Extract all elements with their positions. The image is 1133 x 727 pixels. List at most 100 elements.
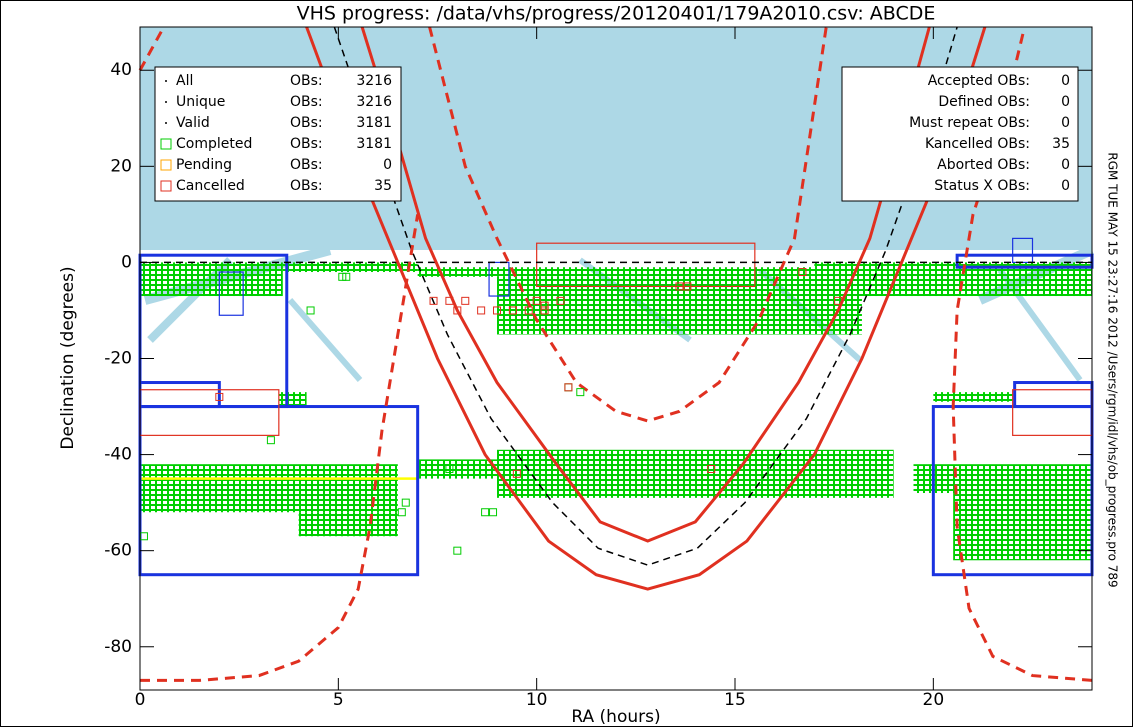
ob-marker [675,282,684,291]
legend-unit: OBs: [290,157,323,173]
status-count: 0 [1061,115,1070,131]
curve [138,26,166,71]
ob-marker [481,508,490,517]
curve [333,26,958,566]
field-box [417,267,835,277]
status-count: 0 [1061,157,1070,173]
status-box [841,66,1079,202]
y-tick-label: 0 [121,252,132,272]
legend-label: Cancelled [176,178,245,194]
status-label: Defined OBs: [938,94,1030,110]
legend-unit: OBs: [290,136,323,152]
status-label: Aborted OBs: [937,157,1030,173]
legend-label: Pending [176,157,232,173]
legend-box [154,66,402,202]
field-box [953,493,1092,561]
status-count: 0 [1061,73,1070,89]
side-note: RGM TUE MAY 15 23:27:16 2012 /Users/rgm/… [1106,152,1120,587]
x-tick-label: 5 [333,690,344,710]
field-box [140,464,398,513]
x-tick-label: 15 [724,690,746,710]
legend-symbol [160,159,172,171]
curve [140,214,420,682]
x-tick-label: 0 [135,690,146,710]
ob-marker [445,465,454,473]
field-box [913,464,1092,494]
ob-marker [834,296,843,305]
ob-marker [512,469,521,478]
ob-marker [798,268,807,277]
legend-label: All [176,73,193,89]
legend-symbol [160,138,172,150]
ob-marker [453,546,462,555]
ob-marker [477,306,486,315]
y-tick-label: 40 [110,60,132,80]
legend-count: 3181 [356,115,392,131]
legend-symbol [165,122,167,124]
y-tick-label: -80 [104,637,132,657]
status-label: Accepted OBs: [928,73,1030,89]
field-box [536,242,756,288]
field-box [488,261,510,297]
legend-symbol [160,180,172,192]
y-tick-label: -40 [104,445,132,465]
status-label: Must repeat OBs: [909,115,1030,131]
ob-marker [453,306,462,315]
y-tick-label: 20 [110,156,132,176]
ob-marker [540,306,549,315]
ob-marker [429,296,438,305]
ob-marker [564,383,573,392]
field-box [497,449,894,498]
ob-marker [556,296,565,305]
status-count: 0 [1061,178,1070,194]
ob-marker [489,508,498,517]
legend-label: Completed [176,136,252,152]
legend-label: Unique [176,94,225,110]
ob-marker [401,498,410,507]
legend-count: 3216 [356,73,392,89]
ob-marker [683,282,692,291]
ob-marker [508,306,517,315]
ob-marker [397,508,406,517]
ob-marker [707,465,716,473]
curve [428,26,828,423]
ob-marker [266,436,275,445]
curve [360,26,931,543]
y-axis-label: Declination (degrees) [58,266,78,449]
x-tick-label: 10 [526,690,548,710]
field-box [278,392,307,407]
ob-marker [540,301,549,310]
ob-marker [215,392,224,401]
field-box [933,392,1013,402]
y-tick-label: -60 [104,541,132,561]
ob-marker [306,306,315,315]
y-tick-label: -20 [104,349,132,369]
ob-marker [524,306,533,315]
ob-marker [342,272,351,281]
legend-unit: OBs: [290,115,323,131]
x-tick-label: 20 [923,690,945,710]
legend-symbol [165,101,167,103]
status-count: 0 [1061,94,1070,110]
field-box [282,262,418,273]
ob-marker [493,306,501,315]
legend-symbol [165,80,167,82]
status-label: Status X OBs: [934,178,1030,194]
status-count: 35 [1052,136,1070,152]
x-axis-label: RA (hours) [571,707,660,727]
field-box [497,276,862,335]
field-box [218,271,244,316]
ob-marker [576,388,585,397]
legend-unit: OBs: [290,94,323,110]
legend-unit: OBs: [290,73,323,89]
legend-label: Valid [176,115,210,131]
status-label: Kancelled OBs: [925,136,1030,152]
field-box [140,262,283,297]
chart-title: VHS progress: /data/vhs/progress/2012040… [297,3,936,25]
ob-marker [532,296,541,305]
ob-marker [461,296,470,305]
legend-count: 0 [383,157,392,173]
curve [305,26,987,591]
